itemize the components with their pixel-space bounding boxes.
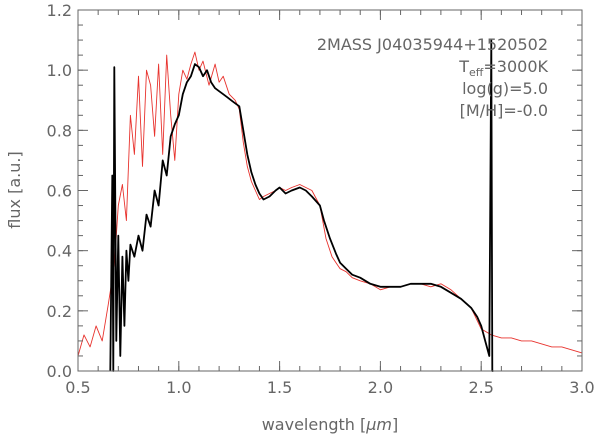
x-tick-label: 0.5	[65, 378, 90, 397]
y-tick-label: 0.6	[47, 182, 72, 201]
x-tick-label: 3.0	[569, 378, 594, 397]
y-tick-label: 0.2	[47, 302, 72, 321]
annotation-teff-value: =3000K	[483, 57, 548, 76]
x-axis-label-prefix: wavelength [	[262, 415, 367, 434]
y-axis-label: flux [a.u.]	[5, 151, 24, 228]
series-red-line	[77, 51, 583, 357]
y-tick-label: 0.8	[47, 121, 72, 140]
annotation-teff-prefix: T	[458, 57, 469, 76]
annotation-logg: log(g)=5.0	[462, 79, 548, 98]
annotation-object: 2MASS J04035944+1520502	[317, 35, 548, 54]
annotation-metallicity: [M/H]=-0.0	[460, 101, 548, 120]
x-tick-label: 1.5	[267, 378, 292, 397]
y-tick-label: 0.4	[47, 242, 72, 261]
annotation-teff-sub: eff	[469, 66, 484, 79]
x-axis-label-unit: μm	[365, 415, 392, 434]
x-tick-label: 1.0	[166, 378, 191, 397]
series-black-line	[109, 39, 494, 372]
axis-ticks: 0.5 1.0 1.5 2.0 2.5 3.0 0.0 0.2 0.4 0.6 0.8 1.0 1.2	[47, 1, 595, 397]
annotation-teff: Teff=3000K	[458, 57, 548, 79]
y-tick-label: 1.0	[47, 61, 72, 80]
plot-lines	[77, 39, 583, 372]
y-tick-label: 0.0	[47, 362, 72, 381]
x-axis-label-suffix: ]	[392, 415, 398, 434]
x-axis-label: wavelength [μm]	[262, 415, 399, 434]
y-tick-label: 1.2	[47, 1, 72, 20]
x-tick-label: 2.5	[468, 378, 493, 397]
x-tick-label: 2.0	[368, 378, 393, 397]
